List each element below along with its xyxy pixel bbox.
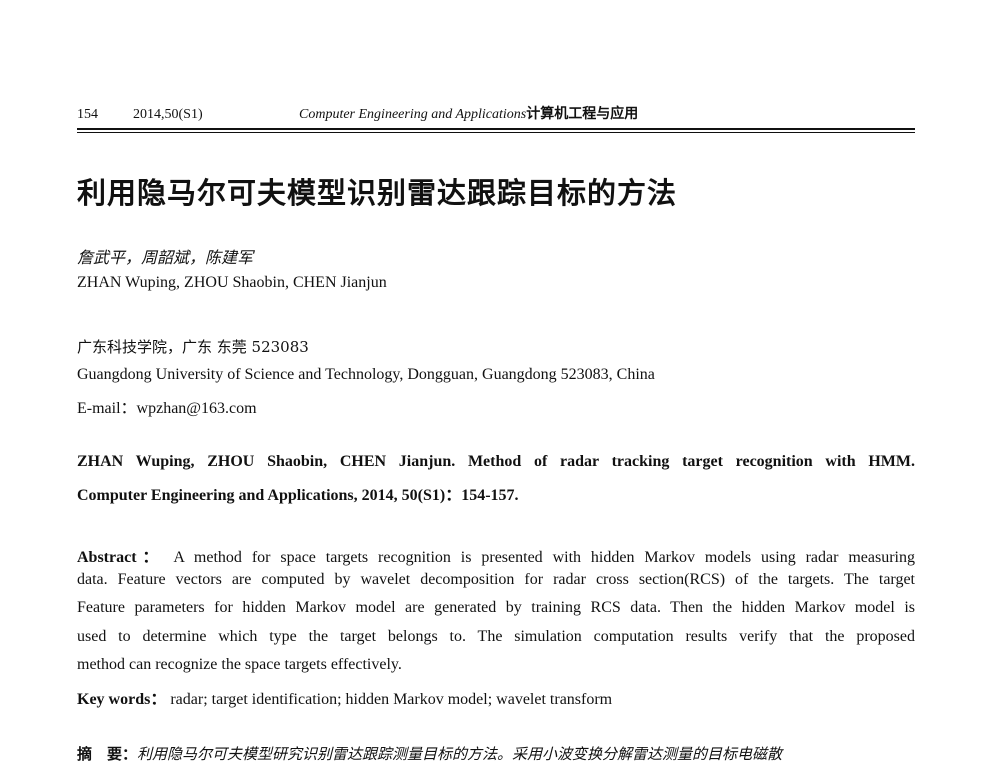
volume-info: 2014,50(S1) [133,107,203,122]
citation-line-1: ZHAN Wuping, ZHOU Shaobin, CHEN Jianjun.… [77,453,915,470]
email: E-mail：wpzhan@163.com [77,400,257,417]
abstract-cn-label: 摘 要： [77,745,138,763]
citation-line-2: Computer Engineering and Applications, 2… [77,487,519,504]
abstract-label: Abstract： [77,549,165,566]
page-number: 154 [77,107,98,122]
paper-title: 利用隐马尔可夫模型识别雷达跟踪目标的方法 [77,176,678,210]
header-rule-thin [77,132,915,133]
header-rule [77,128,915,130]
affiliation-en: Guangdong University of Science and Tech… [77,366,655,383]
abstract-cn: 摘 要：利用隐马尔可夫模型研究识别雷达跟踪测量目标的方法。采用小波变换分解雷达测… [77,743,782,764]
abstract-line-3: Feature parameters for hidden Markov mod… [77,599,915,616]
authors-cn: 詹武平，周韶斌，陈建军 [77,248,254,267]
keywords-label: Key words： [77,691,167,708]
abstract-cn-text: 利用隐马尔可夫模型研究识别雷达跟踪测量目标的方法。采用小波变换分解雷达测量的目标… [137,745,783,763]
affiliation-cn: 广东科技学院，广东 东莞 523083 [77,338,309,356]
abstract-line-1: Abstract： A method for space targets rec… [77,543,915,567]
running-header: 154 2014,50(S1) Computer Engineering and A… [77,103,915,123]
journal-name-en: Computer Engineering and Applications [299,107,527,122]
authors-en: ZHAN Wuping, ZHOU Shaobin, CHEN Jianjun [77,274,387,291]
keywords-text: radar; target identification; hidden Mar… [170,691,613,708]
abstract-line-5: method can recognize the space targets e… [77,656,402,673]
abstract-line-4: used to determine which type the target … [77,628,915,645]
keywords: Key words： radar; target identification;… [77,685,612,709]
abstract-line-2: data. Feature vectors are computed by wa… [77,571,915,588]
journal-name-cn: 计算机工程与应用 [526,106,639,122]
abstract-text: A method for space targets recognition i… [173,549,915,566]
